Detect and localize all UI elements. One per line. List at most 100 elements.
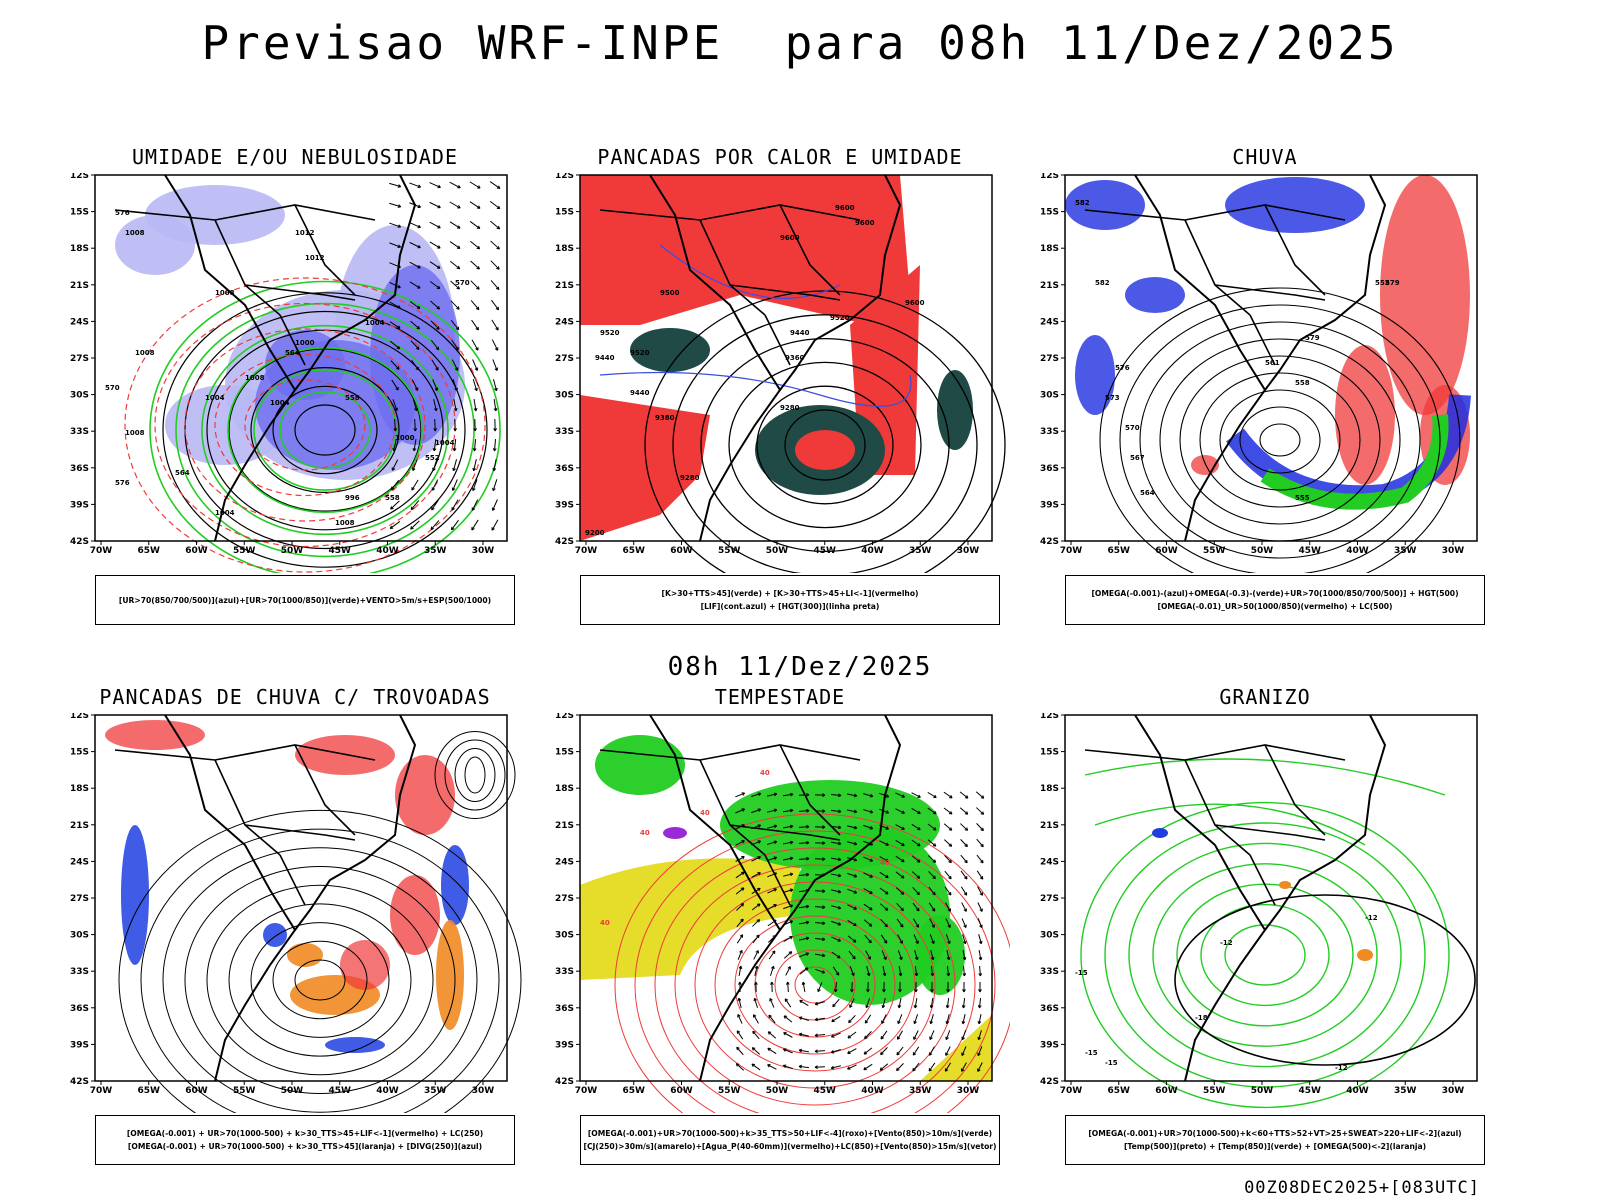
wind-vector <box>736 903 744 911</box>
wind-vector-head <box>897 1020 901 1025</box>
wind-vector <box>928 1062 936 1072</box>
wind-vector-head <box>417 224 421 229</box>
isoline-label: 9440 <box>790 329 810 337</box>
wind-vector-head <box>881 1020 885 1024</box>
wind-vector <box>473 438 477 452</box>
wind-vector-head <box>472 487 476 492</box>
wind-vector-head <box>770 981 774 985</box>
wind-vector <box>431 359 439 371</box>
isoline-label: 579 <box>1385 279 1400 287</box>
wind-vector-head <box>789 856 794 861</box>
wind-vector-head <box>916 891 920 896</box>
wind-vector-head <box>832 1003 836 1008</box>
wind-vector <box>471 519 479 531</box>
wind-vector <box>863 888 873 894</box>
wind-vector <box>799 1016 809 1022</box>
geopotential-contour <box>1139 321 1421 559</box>
wind-vector-head <box>437 204 441 209</box>
wind-vector-head <box>472 467 477 472</box>
map-geography <box>1084 174 1387 542</box>
wind-vector-head <box>964 875 968 880</box>
lat-tick-label: 15S <box>70 208 89 218</box>
map-geography <box>114 174 417 542</box>
wind-vector-head <box>496 185 501 189</box>
wind-vector-head <box>837 857 842 862</box>
isoline-label: 40 <box>760 769 770 777</box>
wind-vector-head <box>789 935 793 940</box>
wind-vector-head <box>736 1046 740 1051</box>
wind-vector-head <box>964 859 968 864</box>
wind-vector <box>911 823 921 831</box>
wind-vector-head <box>799 999 803 1004</box>
wind-vector <box>432 459 438 471</box>
coastline <box>1134 714 1267 1082</box>
wind-vector <box>410 320 420 330</box>
wind-vector <box>737 950 743 960</box>
wind-vector-head <box>979 908 983 912</box>
wind-vector-head <box>741 871 745 876</box>
wind-vector-head <box>917 842 921 847</box>
wind-vector <box>449 260 461 270</box>
lat-tick-label: 12S <box>1040 713 1059 721</box>
wind-vector <box>798 905 810 909</box>
lat-tick-label: 12S <box>70 173 89 181</box>
wind-vector <box>798 794 810 796</box>
isoline-label: 9380 <box>655 414 675 422</box>
lon-tick-label: 50W <box>281 546 304 556</box>
wind-vector <box>490 280 500 290</box>
wind-vector <box>978 1030 982 1040</box>
wind-vector <box>930 997 934 1009</box>
lon-tick-label: 55W <box>718 546 741 556</box>
isoline-label: 564 <box>285 349 300 357</box>
wind-vector <box>767 793 777 797</box>
thickness-contour <box>184 328 426 522</box>
wind-vector-head <box>901 842 905 847</box>
wind-vector-head <box>437 245 441 249</box>
lon-tick-label: 60W <box>670 1086 693 1096</box>
wind-vector <box>491 319 499 331</box>
wind-vector <box>913 1014 919 1024</box>
wind-vector-head <box>864 1035 868 1040</box>
legend-box: [OMEGA(-0.001)+UR>70(1000-500)+k>35_TTS>… <box>580 1115 1000 1165</box>
country-border <box>114 204 376 221</box>
wind-vector <box>785 966 791 976</box>
wind-vector <box>848 1014 856 1024</box>
lon-tick-label: 30W <box>472 1086 495 1096</box>
wind-vector-head <box>928 1068 933 1072</box>
lat-tick-label: 42S <box>1040 537 1059 547</box>
wind-vector <box>392 399 398 411</box>
wind-vector-head <box>964 795 969 799</box>
wind-vector <box>769 998 775 1008</box>
wind-vector-head <box>964 827 969 831</box>
wind-vector-head <box>837 905 842 910</box>
isoline-label: 1008 <box>125 229 145 237</box>
wind-vector-head <box>913 1004 918 1009</box>
wind-vector-head <box>830 1065 835 1070</box>
wind-vector-head <box>932 875 936 880</box>
wind-vector-head <box>416 325 421 330</box>
wind-vector <box>929 1030 935 1040</box>
wind-vector-head <box>395 387 399 391</box>
wind-vector <box>429 201 441 209</box>
wind-vector-head <box>804 967 809 971</box>
wind-vector-head <box>495 306 500 311</box>
rain-area <box>1225 177 1365 233</box>
wind-vector-head <box>900 923 904 928</box>
wind-vector <box>946 965 950 977</box>
wind-vector <box>930 965 934 977</box>
wind-vector-head <box>977 1020 982 1025</box>
wind-vector-head <box>417 184 422 188</box>
wind-vector <box>895 871 905 879</box>
wind-vector <box>389 521 401 529</box>
lon-tick-label: 45W <box>1299 1086 1322 1096</box>
wind-vector <box>927 791 937 799</box>
low-level-humidity-contour <box>149 280 501 573</box>
country-border <box>1249 854 1276 906</box>
wind-vector <box>863 919 873 927</box>
lon-tick-label: 70W <box>90 546 113 556</box>
wind-vector <box>414 418 416 432</box>
wind-vector-head <box>436 285 441 290</box>
wind-vector <box>864 1014 872 1024</box>
legend-line: [OMEGA(-0.001)+UR>70(1000-500)+k>35_TTS>… <box>587 1129 993 1138</box>
isoline-label: 9440 <box>630 389 650 397</box>
